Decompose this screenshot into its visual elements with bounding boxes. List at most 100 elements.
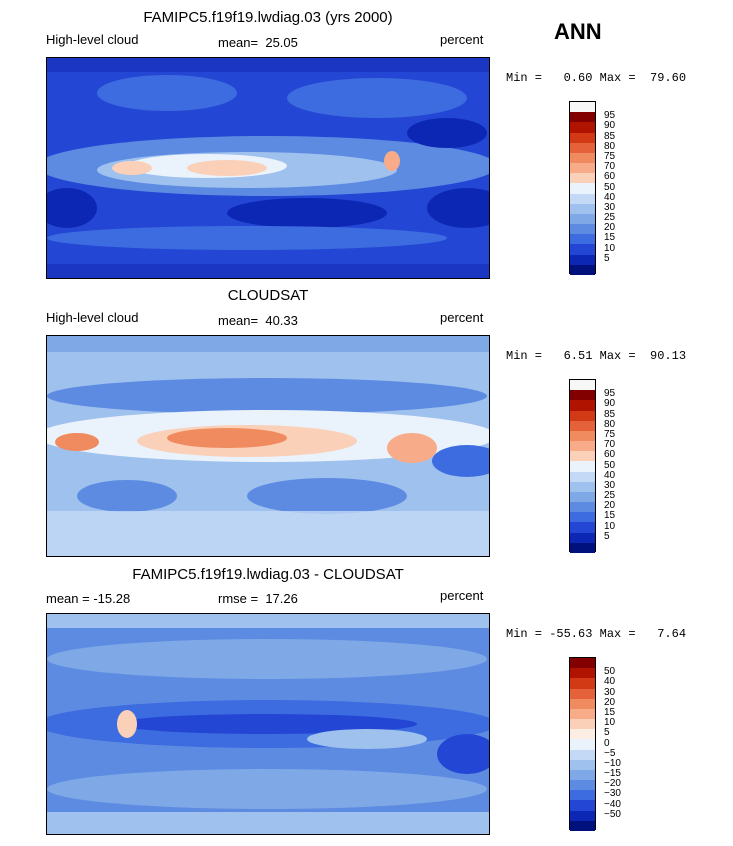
colorbar-tick-label: 15 [604, 706, 616, 718]
colorbar-swatch [570, 142, 595, 153]
colorbar-tick-label: 40 [604, 191, 616, 203]
colorbar-swatch [570, 739, 595, 750]
colorbar-tick-label: 15 [604, 510, 616, 522]
panel1-colorbar [569, 101, 596, 275]
colorbar-tick-label: 80 [604, 140, 616, 152]
colorbar-swatch [570, 420, 595, 431]
colorbar-tick-label: 0 [604, 737, 610, 749]
colorbar-swatch [570, 719, 595, 730]
panel3-title: FAMIPC5.f19f19.lwdiag.03 - CLOUDSAT [132, 566, 404, 583]
colorbar-swatch [570, 102, 595, 113]
panel1-contour-field [47, 58, 489, 278]
colorbar-tick-label: 10 [604, 717, 616, 729]
colorbar-tick-label: 20 [604, 222, 616, 234]
colorbar-swatch [570, 380, 595, 391]
panel2-mean-label: mean= 40.33 [218, 313, 298, 328]
colorbar-swatch [570, 668, 595, 679]
panel3-map [46, 613, 490, 835]
colorbar-tick-label: 95 [604, 110, 616, 122]
colorbar-tick-label: 30 [604, 201, 616, 213]
colorbar-swatch [570, 810, 595, 821]
colorbar-swatch [570, 790, 595, 801]
panel3-contour-field [47, 614, 489, 834]
colorbar-swatch [570, 264, 595, 275]
colorbar-swatch [570, 234, 595, 245]
colorbar-tick-label: 70 [604, 161, 616, 173]
colorbar-tick-label: 5 [604, 530, 610, 542]
colorbar-swatch [570, 400, 595, 411]
colorbar-tick-label: 50 [604, 459, 616, 471]
colorbar-swatch [570, 193, 595, 204]
panel3-units-label: percent [440, 588, 484, 603]
colorbar-swatch [570, 522, 595, 533]
colorbar-swatch [570, 729, 595, 740]
colorbar-tick-label: 20 [604, 500, 616, 512]
colorbar-tick-label: 90 [604, 398, 616, 410]
colorbar-tick-label: 60 [604, 449, 616, 461]
colorbar-tick-label: 40 [604, 469, 616, 481]
colorbar-swatch [570, 390, 595, 401]
colorbar-swatch [570, 451, 595, 462]
colorbar-swatch [570, 780, 595, 791]
colorbar-tick-label: −20 [604, 778, 621, 790]
colorbar-swatch [570, 481, 595, 492]
colorbar-swatch [570, 244, 595, 255]
colorbar-tick-label: 5 [604, 252, 610, 264]
colorbar-swatch [570, 122, 595, 133]
colorbar-swatch [570, 759, 595, 770]
colorbar-tick-label: −50 [604, 808, 621, 820]
colorbar-tick-label: 10 [604, 242, 616, 254]
colorbar-tick-label: −15 [604, 768, 621, 780]
colorbar-swatch [570, 203, 595, 214]
colorbar-tick-label: 85 [604, 130, 616, 142]
colorbar-swatch [570, 658, 595, 669]
panel2-colorbar [569, 379, 596, 553]
colorbar-swatch [570, 502, 595, 513]
panel3-rmse-label: rmse = 17.26 [218, 591, 298, 606]
colorbar-swatch [570, 254, 595, 265]
colorbar-tick-label: 90 [604, 120, 616, 132]
colorbar-swatch [570, 173, 595, 184]
colorbar-tick-label: 50 [604, 181, 616, 193]
colorbar-tick-label: 15 [604, 232, 616, 244]
colorbar-swatch [570, 512, 595, 523]
panel1-title: FAMIPC5.f19f19.lwdiag.03 (yrs 2000) [143, 9, 393, 26]
colorbar-tick-label: −40 [604, 798, 621, 810]
colorbar-swatch [570, 441, 595, 452]
colorbar-swatch [570, 163, 595, 174]
colorbar-swatch [570, 698, 595, 709]
colorbar-swatch [570, 430, 595, 442]
panel3-mean-label: mean = -15.28 [46, 591, 131, 606]
colorbar-tick-label: 85 [604, 408, 616, 420]
panel1-variable-label: High-level cloud [46, 32, 139, 47]
colorbar-swatch [570, 471, 595, 482]
colorbar-swatch [570, 461, 595, 472]
colorbar-tick-label: 60 [604, 171, 616, 183]
colorbar-tick-label: −10 [604, 757, 621, 769]
colorbar-tick-label: 5 [604, 727, 610, 739]
colorbar-swatch [570, 769, 595, 781]
colorbar-swatch [570, 678, 595, 689]
panel2-units-label: percent [440, 310, 484, 325]
colorbar-swatch [570, 820, 595, 831]
colorbar-tick-label: 80 [604, 418, 616, 430]
panel2-map [46, 335, 490, 557]
panel1-units-label: percent [440, 32, 484, 47]
colorbar-tick-label: 30 [604, 479, 616, 491]
colorbar-tick-label: 20 [604, 696, 616, 708]
colorbar-tick-label: 75 [604, 428, 616, 440]
colorbar-tick-label: 30 [604, 686, 616, 698]
panel2-title: CLOUDSAT [227, 287, 309, 304]
colorbar-swatch [570, 532, 595, 543]
panel3-colorbar [569, 657, 596, 831]
colorbar-swatch [570, 183, 595, 194]
colorbar-swatch [570, 132, 595, 143]
colorbar-tick-label: 75 [604, 150, 616, 162]
season-label: ANN [554, 19, 602, 44]
panel2-contour-field [47, 336, 489, 556]
colorbar-swatch [570, 749, 595, 760]
colorbar-tick-label: −5 [604, 747, 616, 759]
colorbar-swatch [570, 542, 595, 553]
panel2-minmax: Min = 6.51 Max = 90.13 [506, 349, 687, 363]
colorbar-swatch [570, 708, 595, 720]
